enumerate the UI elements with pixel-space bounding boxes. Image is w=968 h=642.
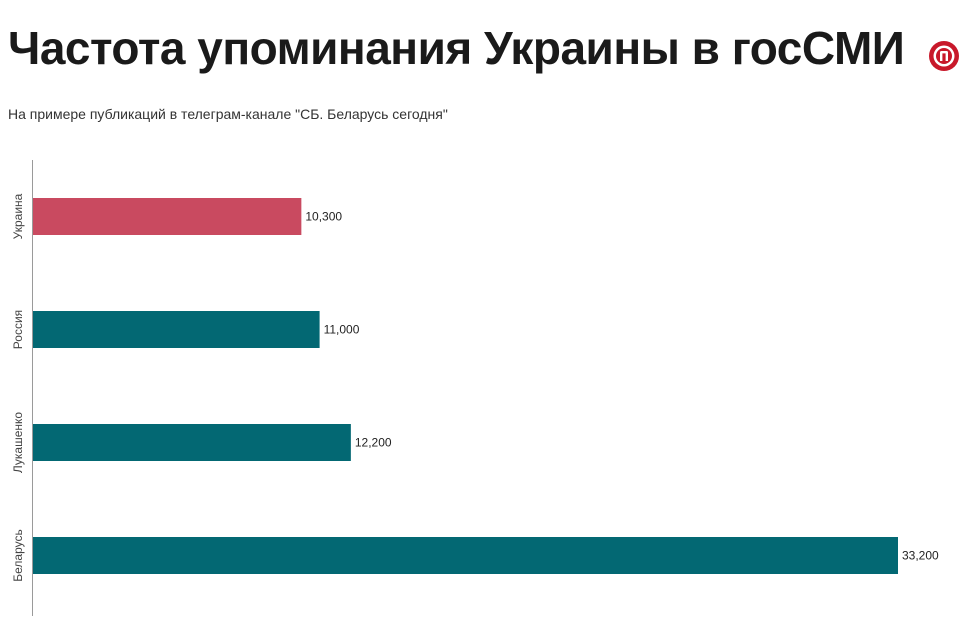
bar-value-label: 12,200 (355, 436, 392, 450)
bar-value-label: 11,000 (324, 323, 360, 337)
media-logo-inner-circle (936, 48, 952, 64)
media-logo-svg (929, 41, 959, 71)
bars-group: 10,300 Украина 11,000 Россия 12,200 Лукашенко… (11, 193, 939, 581)
bar-3 (33, 424, 351, 461)
bar-4 (33, 537, 898, 574)
category-label: Россия (11, 310, 25, 349)
chart-title: Частота упоминания Украины в госСМИ (8, 22, 905, 74)
bar-value-label: 10,300 (305, 210, 342, 224)
bar-chart: 10,300 Украина 11,000 Россия 12,200 Лукашенко… (11, 160, 939, 616)
bar-1 (33, 198, 302, 235)
category-label: Украина (11, 193, 25, 239)
category-label: Беларусь (11, 529, 25, 581)
media-logo-icon[interactable] (928, 40, 960, 72)
bar-value-label: 33,200 (902, 549, 939, 563)
media-logo-letter (940, 51, 948, 61)
bar-2 (33, 311, 320, 348)
category-label: Лукашенко (11, 412, 25, 474)
chart-subtitle: На примере публикаций в телеграм-канале … (8, 106, 448, 122)
